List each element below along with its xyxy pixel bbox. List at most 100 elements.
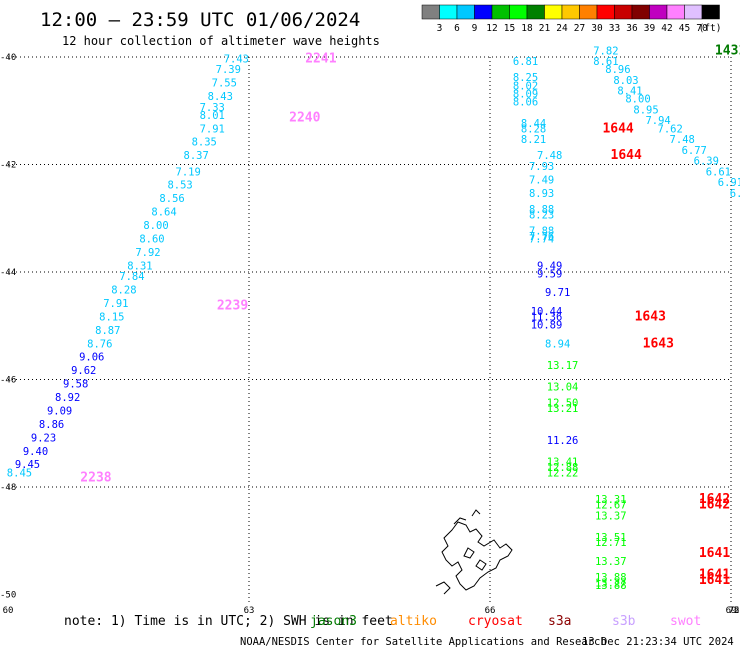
wave-height-value: 7.76 bbox=[529, 231, 554, 243]
wave-height-value: 8.00 bbox=[143, 220, 168, 232]
wave-height-value: 6.61 bbox=[706, 166, 731, 178]
colorbar-swatch bbox=[491, 4, 510, 20]
wave-height-value: 9.59 bbox=[537, 268, 562, 280]
colorbar-label: 39 bbox=[644, 23, 656, 34]
longitude-label: 69 bbox=[726, 606, 737, 616]
wave-height-value: 6.91 bbox=[718, 177, 740, 189]
wave-height-value: 8.88 bbox=[529, 204, 554, 216]
wave-height-value: 8.21 bbox=[521, 134, 546, 146]
wave-height-value: 7.91 bbox=[103, 298, 128, 310]
map-subtitle: 12 hour collection of altimeter wave hei… bbox=[62, 34, 380, 48]
track-time-label: 1642 bbox=[699, 498, 730, 513]
wave-height-value: 6.39 bbox=[694, 156, 719, 168]
satellite-legend: jason3 altiko cryosat s3a s3b swot bbox=[310, 614, 701, 629]
wave-height-value: 8.56 bbox=[159, 193, 184, 205]
colorbar-swatch bbox=[456, 4, 475, 20]
footer-timestamp: 13 Dec 21:23:34 UTC 2024 bbox=[582, 636, 734, 648]
colorbar-label: 36 bbox=[626, 23, 638, 34]
wave-height-value: 9.40 bbox=[23, 446, 48, 458]
wave-height-value: 8.35 bbox=[192, 137, 217, 149]
track-time-labels: 2241224022392238143114321433143416441644… bbox=[80, 43, 740, 587]
colorbar-label: 18 bbox=[521, 23, 533, 34]
latitude-label: -40 bbox=[0, 53, 16, 63]
wave-height-value: 9.45 bbox=[15, 459, 40, 471]
satellite-legend-altiko: altiko bbox=[390, 614, 437, 629]
wave-height-value: 7.48 bbox=[537, 150, 562, 162]
wave-height-value: 7.91 bbox=[200, 123, 225, 135]
track-time-label: 2240 bbox=[289, 111, 320, 126]
wave-height-value: 8.01 bbox=[200, 110, 225, 122]
track-time-label: 1643 bbox=[635, 309, 666, 324]
colorbar-label: 30 bbox=[591, 23, 603, 34]
wave-height-value: 6.77 bbox=[682, 145, 707, 157]
wave-height-value: 13.37 bbox=[595, 556, 627, 568]
wave-height-value: 8.76 bbox=[87, 338, 112, 350]
satellite-legend-s3b: s3b bbox=[612, 614, 636, 629]
wave-height-value: 8.41 bbox=[617, 86, 642, 98]
colorbar-legend: 3 6 9 12 15 18 21 24 27 30 33 36 39 42 45 70(ft) bbox=[421, 4, 722, 34]
wave-height-value: 8.92 bbox=[55, 392, 80, 404]
wave-height-value: 13.04 bbox=[547, 381, 579, 393]
wave-height-value: 8.86 bbox=[39, 419, 64, 431]
track-time-label: 2238 bbox=[80, 471, 111, 486]
wave-height-value: 8.02 bbox=[513, 80, 538, 92]
longitude-label: 63 bbox=[244, 606, 255, 616]
wave-height-value: 8.31 bbox=[127, 260, 152, 272]
colorbar-swatch bbox=[526, 4, 545, 20]
wave-height-value: 8.95 bbox=[633, 104, 658, 116]
wave-height-value: 8.37 bbox=[184, 150, 209, 162]
wave-height-value: 8.45 bbox=[7, 467, 32, 479]
wave-height-value: 13.21 bbox=[547, 403, 579, 415]
longitude-label: 72 bbox=[729, 606, 740, 616]
wave-height-value: 8.96 bbox=[605, 64, 630, 76]
track-swot: 7.437.397.558.437.338.017.918.358.377.19… bbox=[7, 53, 249, 479]
wave-height-value: 12.67 bbox=[595, 500, 627, 512]
wave-height-value: 7.49 bbox=[529, 174, 554, 186]
wave-height-value: 7.82 bbox=[593, 45, 618, 57]
colorbar-swatch bbox=[544, 4, 563, 20]
latitude-label: -42 bbox=[0, 161, 16, 171]
colorbar-swatch bbox=[509, 4, 528, 20]
track-time-label: 1643 bbox=[643, 336, 674, 351]
colorbar-label: 3 bbox=[437, 23, 443, 34]
longitude-label: 66 bbox=[485, 606, 496, 616]
colorbar-swatch bbox=[421, 4, 440, 20]
track-time-label: 1644 bbox=[602, 121, 633, 136]
island-outline bbox=[435, 509, 513, 595]
latitude-label: -46 bbox=[0, 376, 16, 386]
wave-height-value: 13.17 bbox=[547, 360, 579, 372]
track-jason3: 7.828.618.968.038.418.008.957.947.627.48… bbox=[593, 45, 740, 199]
wave-height-value: 7.92 bbox=[135, 247, 160, 259]
wave-height-value: 13.41 bbox=[547, 457, 579, 469]
colorbar-label: 42 bbox=[661, 23, 672, 34]
track-time-label: 1641 bbox=[699, 573, 730, 588]
wave-height-value: 13.88 bbox=[595, 580, 627, 592]
colorbar-label: 27 bbox=[574, 23, 585, 34]
wave-height-value: 7.94 bbox=[645, 115, 670, 127]
colorbar-label: 21 bbox=[539, 23, 551, 34]
wave-height-value: 9.71 bbox=[545, 287, 570, 299]
wave-height-value: 7.88 bbox=[529, 225, 554, 237]
colorbar-swatch bbox=[701, 4, 720, 20]
wave-height-value: 13.51 bbox=[595, 532, 627, 544]
wave-height-value: 12.22 bbox=[547, 467, 579, 479]
wave-height-value: 12.88 bbox=[547, 462, 579, 474]
wave-height-value: 9.62 bbox=[71, 365, 96, 377]
colorbar-label: 33 bbox=[609, 23, 620, 34]
wave-height-value: 7.48 bbox=[670, 134, 695, 146]
wave-height-value: 11.36 bbox=[531, 311, 563, 323]
wave-height-value: 7.84 bbox=[119, 271, 144, 283]
wave-height-value: 8.03 bbox=[613, 75, 638, 87]
wave-height-value: 13.88 bbox=[595, 572, 627, 584]
wave-height-value: 10.44 bbox=[531, 306, 563, 318]
wave-height-value: 8.00 bbox=[625, 94, 650, 106]
satellite-legend-cryosat: cryosat bbox=[468, 614, 523, 629]
track-cryosat: 6.81 8.258.028.098.06 8.448.288.21 7.487.93… bbox=[513, 56, 627, 592]
latitude-labels: -40 -42 -44 -46 -48 -50 bbox=[0, 53, 16, 601]
wave-height-value: 7.43 bbox=[224, 53, 249, 65]
colorbar-label: 70 bbox=[696, 23, 708, 34]
wave-height-value: 7.33 bbox=[200, 102, 225, 114]
